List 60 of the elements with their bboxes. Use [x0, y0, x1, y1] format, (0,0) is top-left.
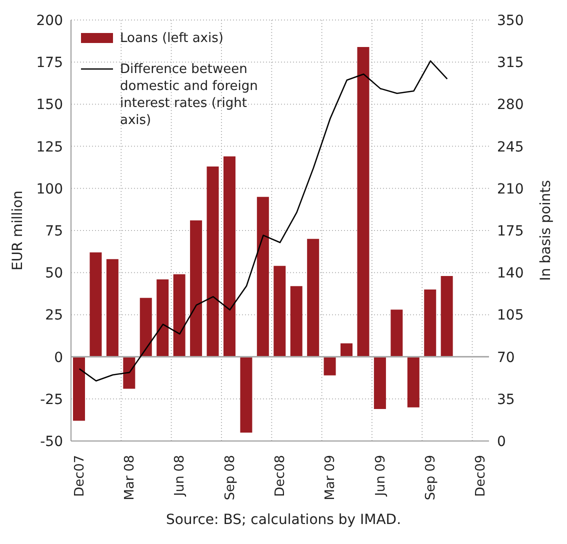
- bar: [340, 343, 353, 357]
- source-note: Source: BS; calculations by IMAD.: [164, 512, 402, 528]
- x-tick-label: Sep 09: [423, 455, 438, 500]
- x-tick-label: Dec07: [72, 455, 88, 497]
- bar: [424, 289, 436, 357]
- bar: [123, 356, 136, 389]
- bar: [307, 238, 320, 357]
- bar: [106, 259, 118, 357]
- y2-tick-label: 35: [497, 392, 515, 408]
- bar: [440, 276, 453, 357]
- x-tick-label: Jun 08: [172, 455, 188, 497]
- x-tick-label: Dec09: [474, 455, 489, 497]
- y2-tick-label: 245: [497, 139, 524, 156]
- bar: [223, 156, 236, 357]
- bar: [190, 220, 202, 357]
- y-tick-label: 0: [54, 350, 63, 366]
- bar: [324, 356, 336, 376]
- x-tick-label: Jun 09: [373, 455, 388, 497]
- legend-label: Difference between domestic and foreign interest rates (right axis): [120, 61, 259, 129]
- y2-tick-label: 0: [497, 434, 506, 450]
- x-tick-label: Sep 08: [222, 455, 238, 500]
- y2-tick-label: 140: [497, 266, 524, 282]
- y2-tick-label: 105: [497, 308, 524, 324]
- y-tick-label: 175: [36, 55, 63, 72]
- bar: [374, 356, 386, 410]
- y2-tick-label: 315: [497, 55, 524, 72]
- bar: [274, 266, 286, 357]
- bar: [206, 166, 219, 357]
- bar: [290, 286, 302, 357]
- y2-tick-label: 280: [497, 97, 524, 114]
- bar: [390, 310, 403, 357]
- bar: [173, 274, 186, 357]
- y2-tick-label: 70: [497, 350, 515, 366]
- y-tick-label: 75: [45, 223, 63, 240]
- bar: [357, 46, 370, 357]
- bar: [156, 279, 169, 357]
- y-tick-label: -25: [40, 392, 63, 408]
- x-tick-label: Mar 09: [323, 455, 338, 500]
- y-tick-label: -50: [40, 434, 63, 450]
- line-series: [78, 60, 448, 382]
- y-tick-label: 200: [36, 12, 63, 29]
- y-tick-label: 50: [45, 266, 63, 282]
- y2-tick-label: 350: [497, 12, 524, 29]
- x-tick-label: Dec08: [273, 455, 288, 497]
- y2-axis-title: In basis points: [538, 180, 554, 281]
- bar: [240, 356, 252, 433]
- y-axis-title: EUR million: [10, 190, 26, 270]
- bar: [90, 252, 102, 357]
- y2-tick-label: 210: [497, 181, 524, 198]
- y2-tick-label: 175: [497, 223, 524, 240]
- y-tick-label: 125: [36, 139, 63, 156]
- bar: [256, 196, 269, 357]
- bar: [407, 356, 420, 408]
- bar: [140, 298, 152, 357]
- x-tick-label: Mar 08: [122, 455, 138, 500]
- y-tick-label: 150: [36, 97, 63, 114]
- y-tick-label: 100: [36, 181, 63, 198]
- y-tick-label: 25: [45, 308, 63, 324]
- bar: [73, 356, 85, 421]
- legend-label: Loans (left axis): [120, 30, 224, 47]
